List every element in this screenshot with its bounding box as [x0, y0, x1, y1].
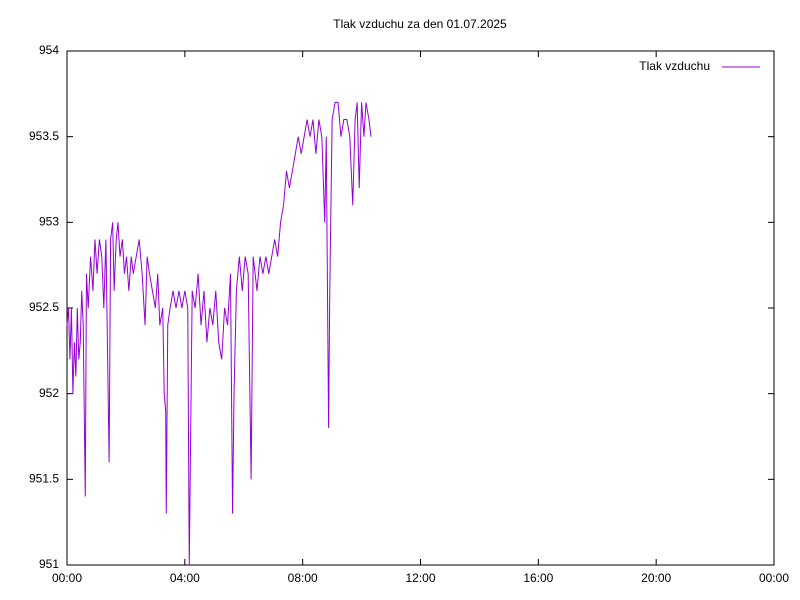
- x-tick-label: 08:00: [288, 571, 318, 585]
- x-tick-label: 00:00: [52, 571, 82, 585]
- plot-frame: [66, 50, 775, 566]
- x-tick-label: 00:00: [759, 571, 789, 585]
- x-tick-label: 04:00: [170, 571, 200, 585]
- chart-title: Tlak vzduchu za den 01.07.2025: [333, 17, 507, 31]
- x-tick-label: 16:00: [523, 571, 553, 585]
- y-tick-label: 951.5: [29, 472, 59, 486]
- data-line: [66, 101, 372, 566]
- y-tick-label: 952: [39, 386, 59, 400]
- legend-label: Tlak vzduchu: [639, 59, 710, 73]
- x-tick-label: 20:00: [641, 571, 671, 585]
- x-tick-label: 12:00: [405, 571, 435, 585]
- y-tick-label: 951: [39, 557, 59, 571]
- y-tick-label: 953: [39, 215, 59, 229]
- y-tick-label: 953.5: [29, 129, 59, 143]
- y-tick-label: 954: [39, 43, 59, 57]
- y-tick-label: 952.5: [29, 300, 59, 314]
